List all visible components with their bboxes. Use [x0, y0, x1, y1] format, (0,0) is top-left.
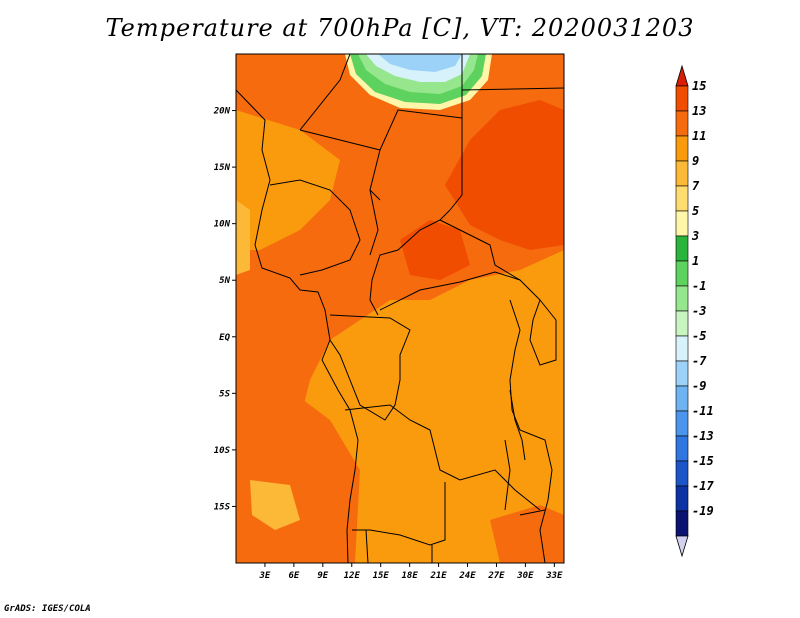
colorbar-level-label: -11	[692, 404, 714, 418]
colorbar-level-label: -1	[692, 279, 706, 293]
colorbar-level-label: 5	[692, 204, 699, 218]
map-frame	[235, 53, 565, 564]
lon-tick-label: 33E	[545, 571, 563, 581]
colorbar-swatch	[675, 360, 689, 387]
colorbar-swatch	[675, 410, 689, 437]
colorbar-level-label: 7	[692, 179, 700, 193]
colorbar-level-label: -13	[692, 429, 714, 443]
colorbar-level-label: 15	[692, 79, 706, 93]
colorbar-swatch	[675, 435, 689, 462]
lat-tick-label: 20N	[213, 107, 231, 117]
lat-tick-label: 10S	[214, 446, 231, 456]
lon-tick-label: 3E	[259, 571, 271, 581]
colorbar-level-label: -15	[692, 454, 714, 468]
colorbar-level-label: -5	[692, 329, 706, 343]
colorbar-swatch	[675, 110, 689, 137]
latitude-axis: 20N 15N 10N 5N EQ 5S 10S 15S	[213, 107, 236, 512]
colorbar-bottom-arrow	[675, 535, 689, 558]
colorbar-swatch	[675, 285, 689, 312]
colorbar-swatch	[675, 510, 689, 537]
colorbar-swatch	[675, 385, 689, 412]
lon-tick-label: 12E	[344, 571, 361, 581]
colorbar-swatch	[675, 335, 689, 362]
colorbar-level-label: 11	[692, 129, 706, 143]
colorbar-level-label: 3	[691, 229, 699, 243]
lon-tick-label: 30E	[516, 571, 534, 581]
colorbar-swatch	[675, 235, 689, 262]
colorbar-swatch	[675, 185, 689, 212]
colorbar-swatch	[675, 260, 689, 287]
temperature-field	[236, 54, 564, 563]
lon-tick-label: 27E	[487, 571, 505, 581]
lon-tick-label: 18E	[402, 571, 419, 581]
colorbar-level-label: -17	[692, 479, 714, 493]
lon-tick-label: 6E	[288, 571, 299, 581]
colorbar-level-label: 1	[692, 254, 699, 268]
colorbar-level-label: -3	[692, 304, 706, 318]
longitude-axis: 3E 6E 9E 12E 15E 18E 21E 24E 27E 30E 33E	[259, 563, 563, 581]
colorbar-swatch	[675, 460, 689, 487]
colorbar-legend: 15 13 11 9 7 5 3 1 -1 -3 -5 -7 -9 -11 -13 -15 -17 -19	[675, 64, 714, 558]
colorbar-swatch	[675, 85, 689, 112]
lat-tick-label: 5S	[219, 389, 230, 399]
lon-tick-label: 15E	[373, 571, 390, 581]
lon-tick-label: 24E	[458, 571, 476, 581]
lat-tick-label: 15S	[214, 502, 231, 512]
colorbar-swatch	[675, 135, 689, 162]
colorbar-swatch	[675, 310, 689, 337]
lon-tick-label: 21E	[429, 571, 447, 581]
colorbar-level-label: -19	[692, 504, 714, 518]
colorbar-level-label: -9	[692, 379, 706, 393]
lon-tick-label: 9E	[317, 571, 328, 581]
colorbar-level-label: 9	[692, 154, 699, 168]
colorbar-swatch	[675, 210, 689, 237]
grads-credit: GrADS: IGES/COLA	[4, 604, 91, 614]
colorbar-top-arrow	[675, 64, 689, 87]
lat-tick-label: 15N	[214, 163, 231, 173]
colorbar-swatch	[675, 485, 689, 512]
lat-tick-label: 10N	[214, 220, 231, 230]
map-title: Temperature at 700hPa [C], VT: 202003120…	[105, 14, 695, 42]
colorbar-level-label: 13	[692, 104, 706, 118]
lat-tick-label: EQ	[219, 333, 230, 343]
lat-tick-label: 5N	[219, 276, 230, 286]
colorbar-level-label: -7	[692, 354, 707, 368]
colorbar-swatch	[675, 160, 689, 187]
